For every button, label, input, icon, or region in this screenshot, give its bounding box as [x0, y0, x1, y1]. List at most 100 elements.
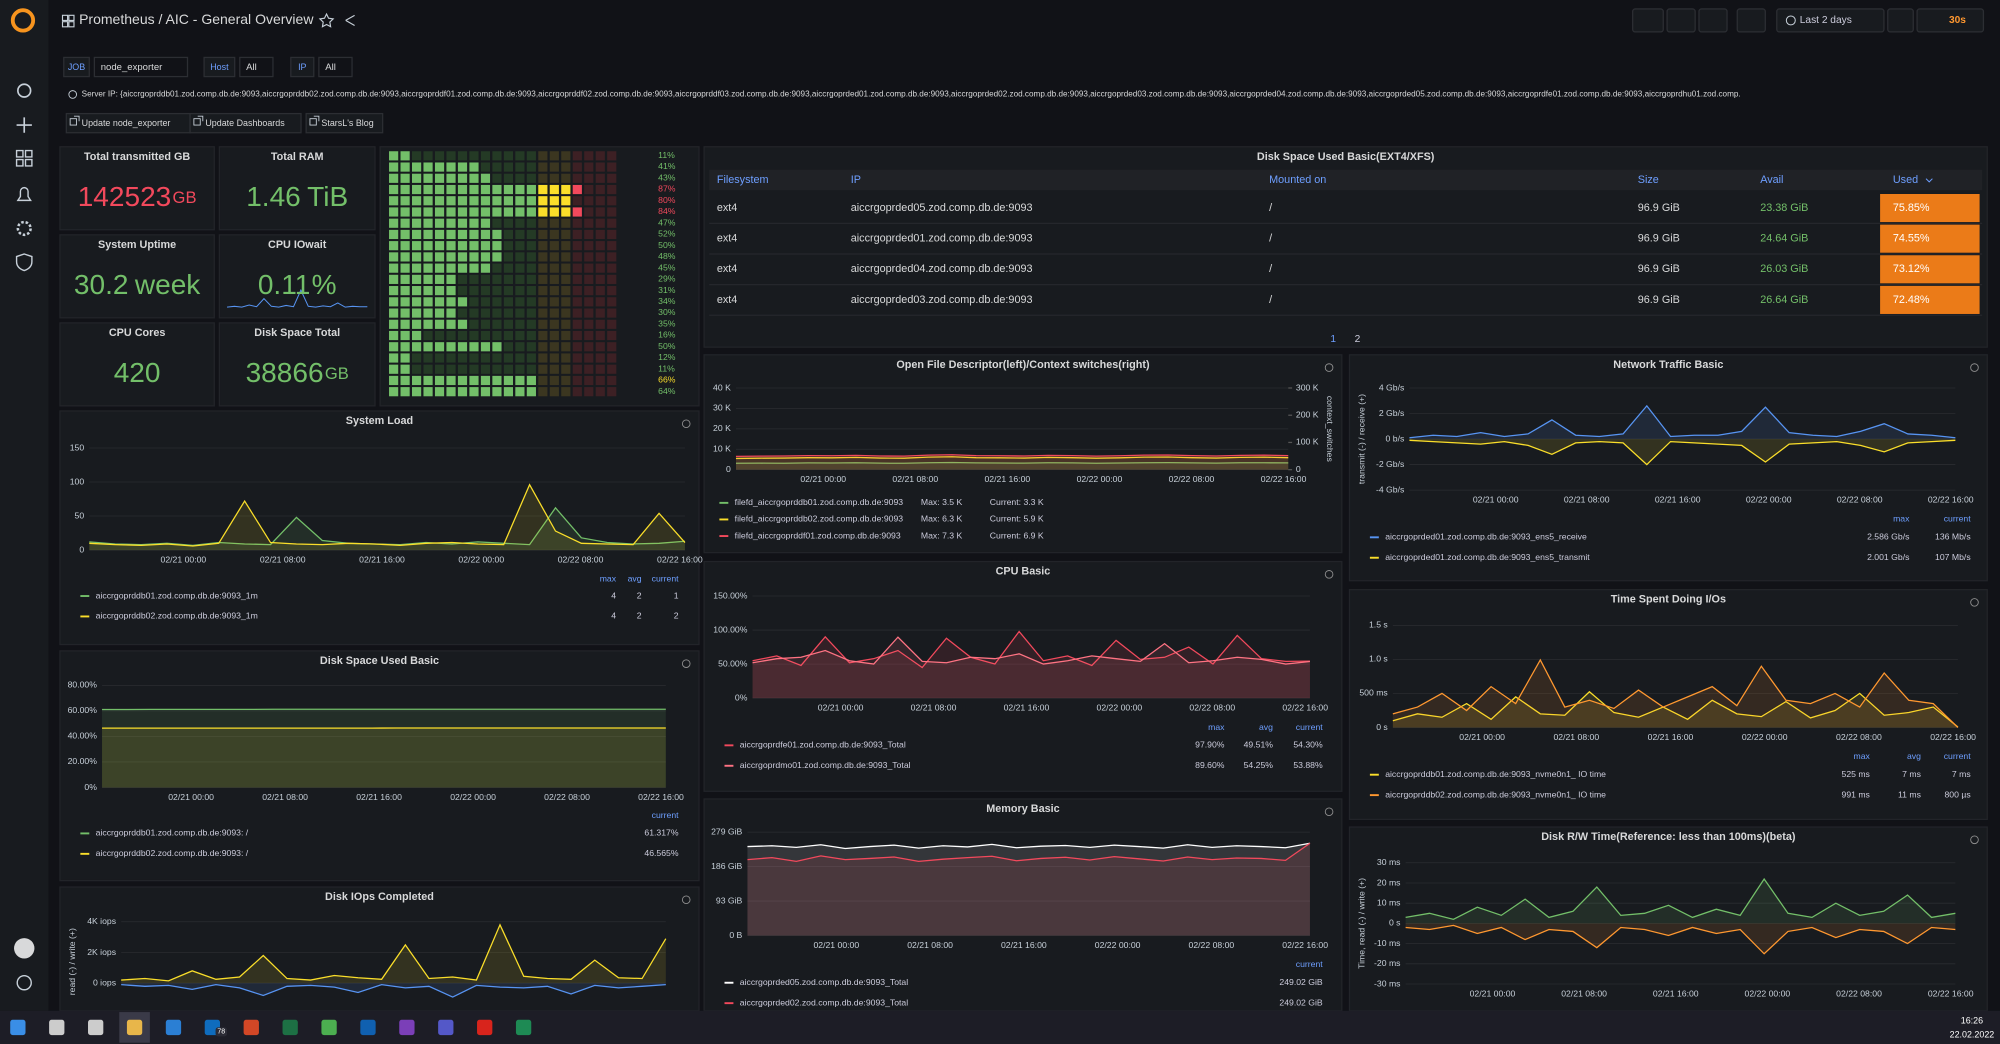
taskbar-icon[interactable] — [10, 1019, 26, 1036]
gauge-cell — [389, 184, 399, 195]
gauge-cell — [549, 330, 559, 341]
legend-name: aiccrgoprded02.zod.comp.db.de:9093_Total — [740, 997, 908, 1007]
gauge-label: 52% — [658, 229, 676, 239]
gauge-cell — [492, 286, 502, 296]
legend-stat: Max: 3.5 K — [921, 497, 963, 507]
gauge-cell — [595, 387, 605, 397]
y-tick-label: -20 ms — [1374, 958, 1401, 968]
dashboards-icon[interactable] — [15, 149, 33, 167]
panel — [1348, 826, 1988, 1012]
gauge-row — [389, 342, 617, 352]
gauge-cell — [538, 173, 548, 183]
link-button[interactable] — [189, 112, 302, 134]
gauge-cell — [434, 375, 445, 386]
taskbar-icon[interactable] — [243, 1019, 259, 1036]
gauge-cell — [572, 297, 582, 307]
tv-button[interactable] — [1736, 8, 1766, 33]
panel-title: Time Spent Doing I/Os — [1611, 594, 1726, 606]
gauge-label: 29% — [658, 274, 676, 284]
gauge-cell — [526, 387, 536, 397]
legend-name: aiccrgoprded01.zod.comp.db.de:9093_ens5_… — [1385, 552, 1590, 562]
add-panel-button[interactable] — [1632, 8, 1664, 33]
table-cell: aiccrgoprded05.zod.comp.db.de:9093 — [851, 202, 1033, 214]
taskbar-icon[interactable] — [438, 1019, 454, 1036]
gauge-cell — [538, 353, 548, 363]
taskbar-icon[interactable] — [477, 1019, 493, 1036]
gauge-cell — [526, 364, 536, 374]
gauge-cell — [515, 353, 525, 363]
x-tick-label: 02/22 16:00 — [657, 555, 703, 565]
gauge-cell — [515, 297, 525, 307]
gauge-cell — [389, 342, 399, 352]
link-button[interactable] — [305, 112, 384, 134]
gauge-cell — [389, 241, 399, 251]
taskbar-icon[interactable] — [321, 1019, 337, 1036]
taskbar-icon[interactable] — [399, 1019, 415, 1036]
gauge-row — [389, 330, 617, 341]
gauge-cell — [503, 387, 514, 397]
time-picker[interactable] — [1776, 8, 1885, 33]
search-icon[interactable] — [17, 83, 32, 98]
y-axis-label: read (-) / write (+) — [67, 928, 77, 995]
table-cell: 72.48% — [1893, 294, 1930, 306]
gauge-cell — [480, 342, 491, 352]
gauge-cell — [572, 263, 582, 273]
taskbar-icon[interactable] — [49, 1019, 65, 1036]
refresh-picker[interactable] — [1916, 8, 1985, 33]
grafana-logo[interactable] — [10, 8, 36, 33]
star-button[interactable] — [318, 12, 335, 28]
legend-stat: Current: 3.3 K — [990, 497, 1044, 507]
taskbar-icon[interactable] — [126, 1019, 143, 1036]
y2-tick-label: 0 — [1296, 464, 1301, 474]
gauge-label: 34% — [658, 296, 676, 306]
dashboard-link: Update node_exporter — [82, 118, 171, 128]
series-line — [735, 456, 1289, 460]
zoom-out-button[interactable] — [1887, 8, 1914, 33]
page-link: 1 — [1330, 334, 1336, 345]
gauge-label: 48% — [658, 251, 676, 261]
table-header — [709, 169, 1983, 191]
variable-select[interactable] — [239, 56, 274, 78]
x-tick-label: 02/21 00:00 — [818, 703, 864, 713]
legend-name: filefd_aiccrgoprddf01.zod.comp.db.de:909… — [735, 530, 901, 540]
avatar[interactable] — [14, 938, 35, 959]
gauge-cell — [480, 319, 491, 329]
gauge-cell — [595, 173, 605, 183]
variable-select[interactable] — [93, 56, 189, 78]
settings-button[interactable] — [1698, 8, 1728, 33]
gauge-label: 35% — [658, 318, 676, 328]
taskbar-icon[interactable] — [282, 1019, 298, 1036]
create-icon[interactable] — [16, 117, 32, 133]
alerting-icon[interactable] — [16, 186, 32, 202]
stat-number: 420 — [114, 358, 161, 389]
table-cell: 23.38 GiB — [1760, 202, 1808, 214]
taskbar-icon[interactable] — [165, 1019, 182, 1036]
used-cell — [1880, 224, 1980, 253]
gauge-row — [389, 375, 617, 386]
series-area — [89, 507, 685, 551]
gauge-cell — [561, 151, 571, 161]
taskbar-icon[interactable] — [88, 1019, 104, 1036]
variable-select[interactable] — [318, 56, 353, 78]
save-button[interactable] — [1666, 8, 1696, 33]
gauge-cell — [446, 173, 456, 183]
admin-icon[interactable] — [15, 253, 33, 272]
gauge-cell — [526, 196, 536, 206]
x-tick-label: 02/22 16:00 — [1261, 474, 1307, 484]
gauge-cell — [434, 342, 445, 352]
share-button[interactable] — [345, 14, 355, 27]
x-tick-label: 02/21 00:00 — [1473, 495, 1519, 505]
config-icon[interactable] — [16, 220, 32, 237]
taskbar-icon[interactable] — [515, 1019, 532, 1036]
gauge-cell — [572, 274, 582, 284]
gauge-cell — [423, 207, 433, 217]
y-tick-label: 150 — [70, 442, 85, 452]
gauge-cell — [549, 387, 559, 397]
table-title: Disk Space Used Basic(EXT4/XFS) — [1257, 151, 1435, 163]
gauge-cell — [607, 308, 617, 318]
gauge-cell — [515, 184, 525, 195]
variable-value: node_exporter — [101, 62, 163, 73]
x-tick-label: 02/22 00:00 — [450, 792, 496, 802]
taskbar-icon[interactable] — [360, 1019, 376, 1036]
help-icon[interactable] — [16, 975, 32, 991]
